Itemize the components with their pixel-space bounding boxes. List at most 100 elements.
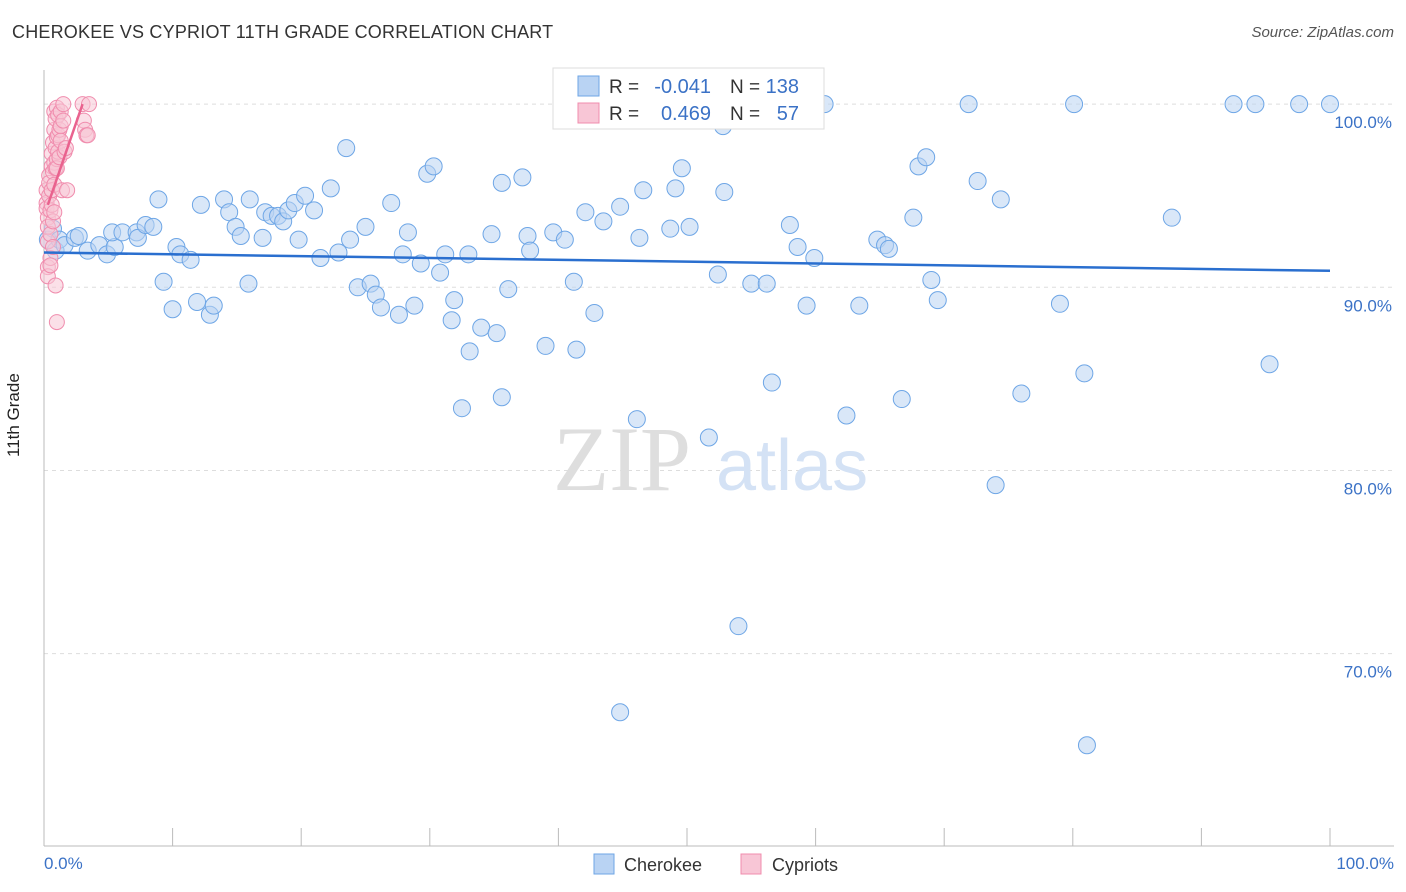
cypriot-point <box>46 204 63 221</box>
n-value-cypriots: 57 <box>777 103 799 125</box>
cypriot-point <box>47 277 64 294</box>
cherokee-point <box>382 194 401 213</box>
cherokee-point <box>780 216 799 235</box>
cherokee-point <box>1224 95 1243 114</box>
cherokee-point <box>585 303 604 322</box>
cypriot-point <box>81 96 98 113</box>
cherokee-point <box>567 340 586 359</box>
watermark: ZIP atlas <box>553 408 868 510</box>
chart-title: CHEROKEE VS CYPRIOT 11TH GRADE CORRELATI… <box>12 22 554 42</box>
cherokee-point <box>398 223 417 242</box>
cherokee-point <box>1162 208 1181 227</box>
y-tick-label: 100.0% <box>1334 113 1392 132</box>
cherokee-trendline <box>43 251 1331 273</box>
cherokee-point <box>459 245 478 264</box>
cherokee-point <box>296 186 315 205</box>
cherokee-point <box>991 190 1010 209</box>
cherokee-point <box>321 179 340 198</box>
cypriot-point <box>79 127 96 144</box>
cherokee-point <box>341 230 360 249</box>
cherokee-point <box>757 274 776 293</box>
cherokee-point <box>1260 355 1279 374</box>
cherokee-point <box>1290 95 1309 114</box>
cherokee-point <box>986 476 1005 495</box>
cypriot-points <box>38 96 98 331</box>
cherokee-point <box>305 201 324 220</box>
y-tick-label: 80.0% <box>1344 479 1392 498</box>
y-tick-labels: 100.0% 90.0% 80.0% 70.0% <box>1334 113 1392 682</box>
cherokee-point <box>188 292 207 311</box>
cypriot-point <box>59 182 76 199</box>
cherokee-point <box>661 219 680 238</box>
x-tick-labels: 0.0% 100.0% <box>44 854 1394 873</box>
cherokee-point <box>959 95 978 114</box>
n-label-cypriots: N = <box>730 104 760 125</box>
cherokee-point <box>499 280 518 299</box>
cherokee-point <box>389 305 408 324</box>
cherokee-point <box>163 300 182 319</box>
cypriot-point <box>55 112 72 129</box>
stats-legend: R = -0.041 N = 138 R = 0.469 N = 57 <box>552 67 825 130</box>
cherokee-point <box>699 428 718 447</box>
cherokee-point <box>204 296 223 315</box>
cherokee-point <box>928 291 947 310</box>
cherokee-point <box>680 217 699 236</box>
cherokee-point <box>630 228 649 247</box>
cherokee-point <box>356 217 375 236</box>
cherokee-point <box>564 272 583 291</box>
cherokee-point <box>837 406 856 425</box>
cherokee-point <box>594 212 613 231</box>
cherokee-point <box>436 245 455 264</box>
legend-label-cypriots: Cypriots <box>772 855 838 875</box>
cherokee-point <box>487 324 506 343</box>
cherokee-point <box>231 227 250 246</box>
cherokee-point <box>666 179 685 198</box>
x-tick-label-min: 0.0% <box>44 854 83 873</box>
cherokee-point <box>69 227 88 246</box>
cherokee-point <box>492 173 511 192</box>
cherokee-point <box>240 190 259 209</box>
cherokee-point <box>405 296 424 315</box>
watermark-zip: ZIP <box>553 408 691 510</box>
cherokee-point <box>518 227 537 246</box>
cherokee-point <box>729 617 748 636</box>
cherokee-point <box>445 291 464 310</box>
cypriot-point <box>48 314 65 331</box>
cypriot-trendline <box>46 103 84 206</box>
cypriot-point <box>45 238 62 255</box>
n-value-cherokee: 138 <box>766 76 799 98</box>
cherokee-point <box>289 230 308 249</box>
legend-label-cherokee: Cherokee <box>624 855 702 875</box>
series-legend: Cherokee Cypriots <box>593 853 838 875</box>
watermark-atlas: atlas <box>716 426 868 506</box>
cherokee-point <box>1077 736 1096 755</box>
cherokee-point <box>521 241 540 260</box>
cherokee-point <box>1050 294 1069 313</box>
cherokee-point <box>1012 384 1031 403</box>
cherokee-point <box>1321 95 1339 114</box>
r-label-cypriots: R = <box>609 104 639 125</box>
r-label-cherokee: R = <box>609 77 639 98</box>
cherokee-point <box>536 336 555 355</box>
x-ticks <box>43 828 1331 846</box>
cherokee-point <box>708 265 727 284</box>
cherokee-point <box>576 203 595 222</box>
r-value-cypriots: 0.469 <box>661 103 711 125</box>
cherokee-point <box>797 296 816 315</box>
x-tick-label-max: 100.0% <box>1336 854 1394 873</box>
cherokee-point <box>393 245 412 264</box>
cherokee-point <box>1246 95 1265 114</box>
y-tick-label: 70.0% <box>1344 663 1392 682</box>
source-label: Source: ZipAtlas.com <box>1251 24 1394 41</box>
cherokee-point <box>917 148 936 167</box>
cherokee-point <box>762 373 781 392</box>
cherokee-point <box>482 225 501 244</box>
cherokee-point <box>492 388 511 407</box>
cherokee-point <box>611 703 630 722</box>
y-tick-label: 90.0% <box>1344 296 1392 315</box>
cherokee-point <box>239 274 258 293</box>
legend-swatch-cypriots <box>740 853 762 875</box>
n-label-cherokee: N = <box>730 77 760 98</box>
cypriots-swatch <box>577 102 600 124</box>
